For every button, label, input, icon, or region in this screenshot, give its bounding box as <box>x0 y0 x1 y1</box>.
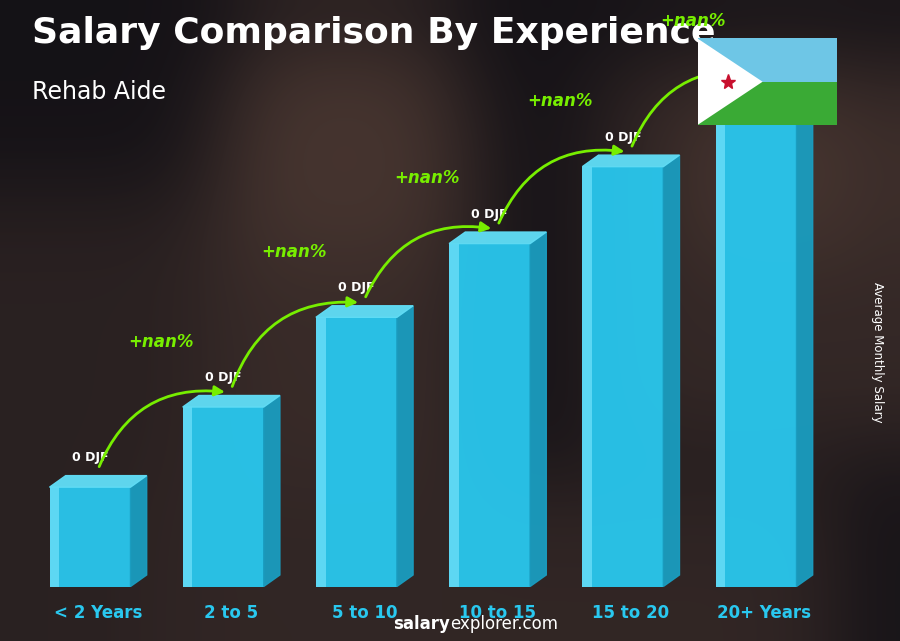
Bar <box>716 87 725 587</box>
Bar <box>183 407 264 587</box>
Text: 0 DJF: 0 DJF <box>338 281 374 294</box>
Polygon shape <box>397 306 413 587</box>
Text: 15 to 20: 15 to 20 <box>592 604 670 622</box>
Text: Average Monthly Salary: Average Monthly Salary <box>871 282 884 423</box>
Polygon shape <box>530 232 546 587</box>
Text: +nan%: +nan% <box>261 243 327 261</box>
Polygon shape <box>183 395 280 407</box>
Text: explorer.com: explorer.com <box>450 615 558 633</box>
Text: +nan%: +nan% <box>128 333 194 351</box>
Bar <box>582 167 592 587</box>
Polygon shape <box>50 476 147 487</box>
Bar <box>50 487 130 587</box>
Text: 0 DJF: 0 DJF <box>605 131 641 144</box>
Polygon shape <box>663 155 680 587</box>
Polygon shape <box>582 155 680 167</box>
Text: 0 DJF: 0 DJF <box>205 371 241 384</box>
Polygon shape <box>316 306 413 317</box>
Text: 5 to 10: 5 to 10 <box>332 604 397 622</box>
Polygon shape <box>796 75 813 587</box>
Text: 0 DJF: 0 DJF <box>738 51 774 63</box>
Text: salary: salary <box>393 615 450 633</box>
Polygon shape <box>698 38 762 125</box>
Text: 20+ Years: 20+ Years <box>717 604 811 622</box>
Text: Salary Comparison By Experience: Salary Comparison By Experience <box>32 16 715 50</box>
Bar <box>698 81 837 125</box>
Polygon shape <box>716 75 813 87</box>
Text: 10 to 15: 10 to 15 <box>459 604 536 622</box>
Polygon shape <box>264 395 280 587</box>
Text: 0 DJF: 0 DJF <box>472 208 508 221</box>
Polygon shape <box>130 476 147 587</box>
Bar <box>698 38 837 81</box>
Bar <box>316 317 326 587</box>
Text: +nan%: +nan% <box>527 92 593 110</box>
Text: < 2 Years: < 2 Years <box>54 604 142 622</box>
Bar <box>50 487 59 587</box>
Bar <box>449 244 530 587</box>
Text: +nan%: +nan% <box>661 12 726 30</box>
Bar <box>449 244 459 587</box>
Text: 0 DJF: 0 DJF <box>72 451 108 464</box>
Bar <box>183 407 193 587</box>
Bar <box>582 167 663 587</box>
Text: +nan%: +nan% <box>394 169 460 187</box>
Text: Rehab Aide: Rehab Aide <box>32 80 166 104</box>
Bar <box>716 87 796 587</box>
Polygon shape <box>449 232 546 244</box>
Text: 2 to 5: 2 to 5 <box>204 604 258 622</box>
Bar <box>316 317 397 587</box>
